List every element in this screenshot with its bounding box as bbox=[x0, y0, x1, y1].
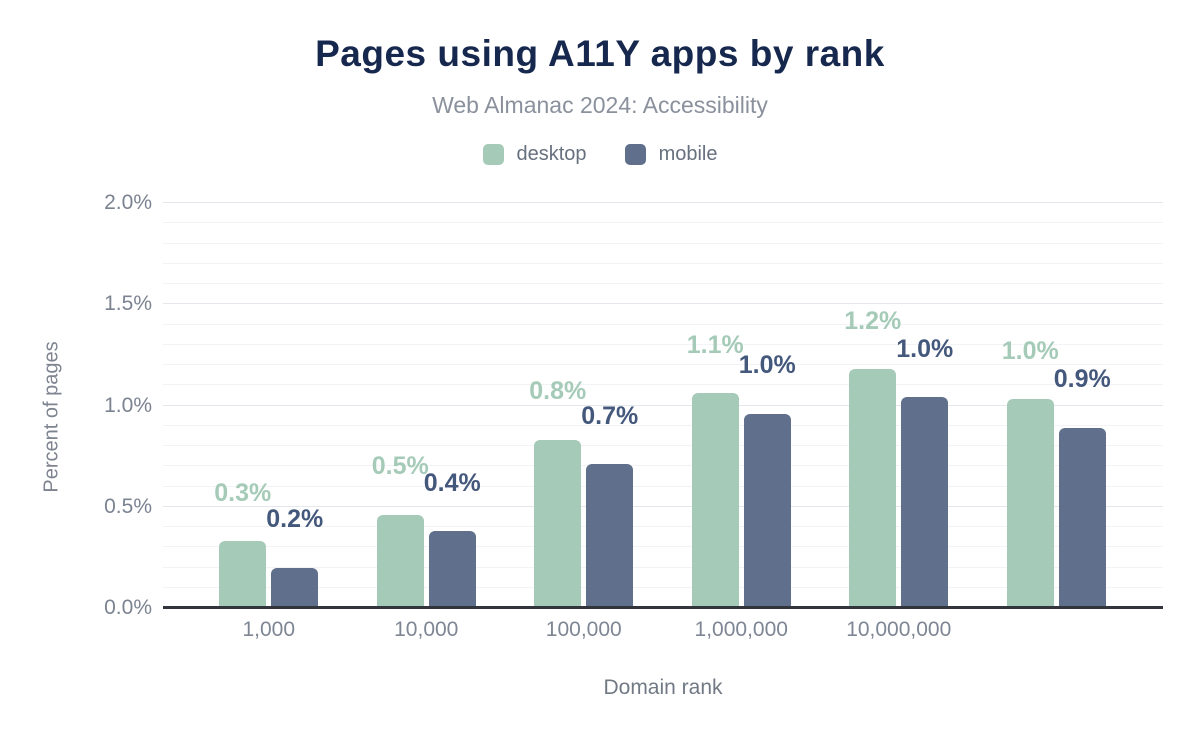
gridline bbox=[163, 364, 1163, 365]
x-tick-label: 100,000 bbox=[545, 618, 622, 641]
chart-title: Pages using A11Y apps by rank bbox=[315, 33, 885, 74]
gridline bbox=[163, 323, 1163, 325]
bar-value-label: 0.5% bbox=[371, 452, 429, 481]
gridline bbox=[163, 526, 1163, 527]
y-tick-label: 0.0% bbox=[104, 596, 152, 619]
plot-area: 0.3% 0.2% 0.5% 0.4% 0.8% 0.7% 1.1% 1.0% 1.2% 1.0%… bbox=[163, 202, 1163, 609]
gridline bbox=[163, 485, 1163, 487]
bar-mobile[interactable]: 0.4% bbox=[424, 469, 481, 608]
chart-subtitle: Web Almanac 2024: Accessibility bbox=[432, 92, 768, 118]
bar-value-label: 1.1% bbox=[686, 330, 744, 359]
legend-item-desktop[interactable]: desktop bbox=[482, 143, 587, 166]
x-axis-labels: 1,000 10,000 100,000 1,000,000 10,000,000 bbox=[163, 618, 1163, 642]
bar-value-label: 1.0% bbox=[738, 351, 796, 380]
bar-value-label: 0.9% bbox=[1053, 365, 1111, 394]
legend: desktop mobile bbox=[0, 143, 1200, 166]
bar-mobile[interactable]: 1.0% bbox=[739, 352, 796, 608]
bar-pair: 0.3% 0.2% bbox=[214, 203, 323, 608]
legend-item-mobile[interactable]: mobile bbox=[624, 143, 718, 166]
gridline bbox=[163, 566, 1163, 568]
y-tick-label: 1.5% bbox=[104, 292, 152, 316]
gridline bbox=[163, 424, 1163, 426]
bar-pair: 0.5% 0.4% bbox=[372, 203, 481, 608]
bar-value-label: 0.7% bbox=[581, 401, 639, 430]
bar-desktop[interactable]: 1.0% bbox=[1002, 337, 1059, 608]
gridline bbox=[163, 262, 1163, 264]
bar-group: 1.2% 1.0% bbox=[820, 203, 978, 608]
x-tick-label bbox=[978, 618, 1136, 642]
bar-pair: 0.8% 0.7% bbox=[529, 203, 638, 608]
legend-label: mobile bbox=[658, 143, 718, 165]
bar-value-label: 0.3% bbox=[214, 478, 272, 507]
bar-value-label: 0.2% bbox=[266, 505, 324, 533]
gridline bbox=[163, 586, 1163, 588]
bar-value-label: 0.4% bbox=[423, 468, 481, 497]
gridline bbox=[163, 242, 1163, 244]
bar-value-label: 0.8% bbox=[529, 377, 587, 406]
bar-mobile[interactable]: 0.2% bbox=[266, 505, 323, 608]
y-axis-ticks: 0.0% 0.5% 1.0% 1.5% 2.0% bbox=[0, 192, 152, 619]
x-tick-label: 10,000,000 bbox=[846, 618, 952, 641]
x-axis-title: Domain rank bbox=[603, 676, 723, 699]
gridline bbox=[163, 546, 1163, 548]
bar-pair: 1.0% 0.9% bbox=[1002, 203, 1111, 608]
gridline bbox=[163, 505, 1163, 507]
bar-group: 0.5% 0.4% bbox=[348, 203, 506, 608]
bar-group: 1.0% 0.9% bbox=[978, 203, 1136, 608]
bar-group: 1.1% 1.0% bbox=[663, 203, 821, 608]
gridlines bbox=[163, 202, 1163, 608]
legend-swatch-desktop bbox=[482, 144, 504, 165]
legend-label: desktop bbox=[516, 143, 587, 165]
bar-groups: 0.3% 0.2% 0.5% 0.4% 0.8% 0.7% 1.1% 1.0% 1.2% 1.0%… bbox=[163, 203, 1163, 608]
bar-value-label: 1.0% bbox=[896, 334, 954, 363]
bar-desktop[interactable]: 0.5% bbox=[372, 453, 429, 608]
y-tick-label: 1.0% bbox=[104, 393, 152, 417]
bar-value-label: 1.2% bbox=[844, 306, 902, 335]
gridline bbox=[163, 384, 1163, 386]
bar-desktop[interactable]: 0.3% bbox=[214, 479, 271, 608]
gridline bbox=[163, 343, 1163, 345]
x-tick-label: 1,000 bbox=[242, 618, 296, 641]
x-axis-line bbox=[163, 606, 1163, 609]
x-tick-label: 10,000 bbox=[394, 618, 459, 641]
bar-desktop[interactable]: 1.1% bbox=[687, 331, 744, 608]
y-tick-label: 2.0% bbox=[104, 191, 152, 214]
gridline bbox=[163, 404, 1163, 406]
bar-mobile[interactable]: 1.0% bbox=[896, 335, 953, 608]
bar-pair: 1.2% 1.0% bbox=[844, 203, 953, 608]
bar-mobile[interactable]: 0.7% bbox=[581, 402, 638, 608]
bar-desktop[interactable]: 0.8% bbox=[529, 378, 586, 608]
gridline bbox=[163, 303, 1163, 305]
gridline bbox=[163, 222, 1163, 224]
bar-group: 0.3% 0.2% bbox=[190, 203, 348, 608]
bar-group: 0.8% 0.7% bbox=[505, 203, 663, 608]
bar-value-label: 1.0% bbox=[1001, 336, 1059, 365]
bar-pair: 1.1% 1.0% bbox=[687, 203, 796, 608]
x-tick-label: 1,000,000 bbox=[694, 618, 788, 641]
gridline bbox=[163, 445, 1163, 446]
gridline bbox=[163, 465, 1163, 467]
gridline bbox=[163, 283, 1163, 284]
y-tick-label: 0.5% bbox=[104, 494, 152, 518]
bar-desktop[interactable]: 1.2% bbox=[844, 307, 901, 608]
bar-mobile[interactable]: 0.9% bbox=[1054, 366, 1111, 608]
gridline bbox=[163, 202, 1163, 203]
legend-swatch-mobile bbox=[624, 144, 646, 165]
